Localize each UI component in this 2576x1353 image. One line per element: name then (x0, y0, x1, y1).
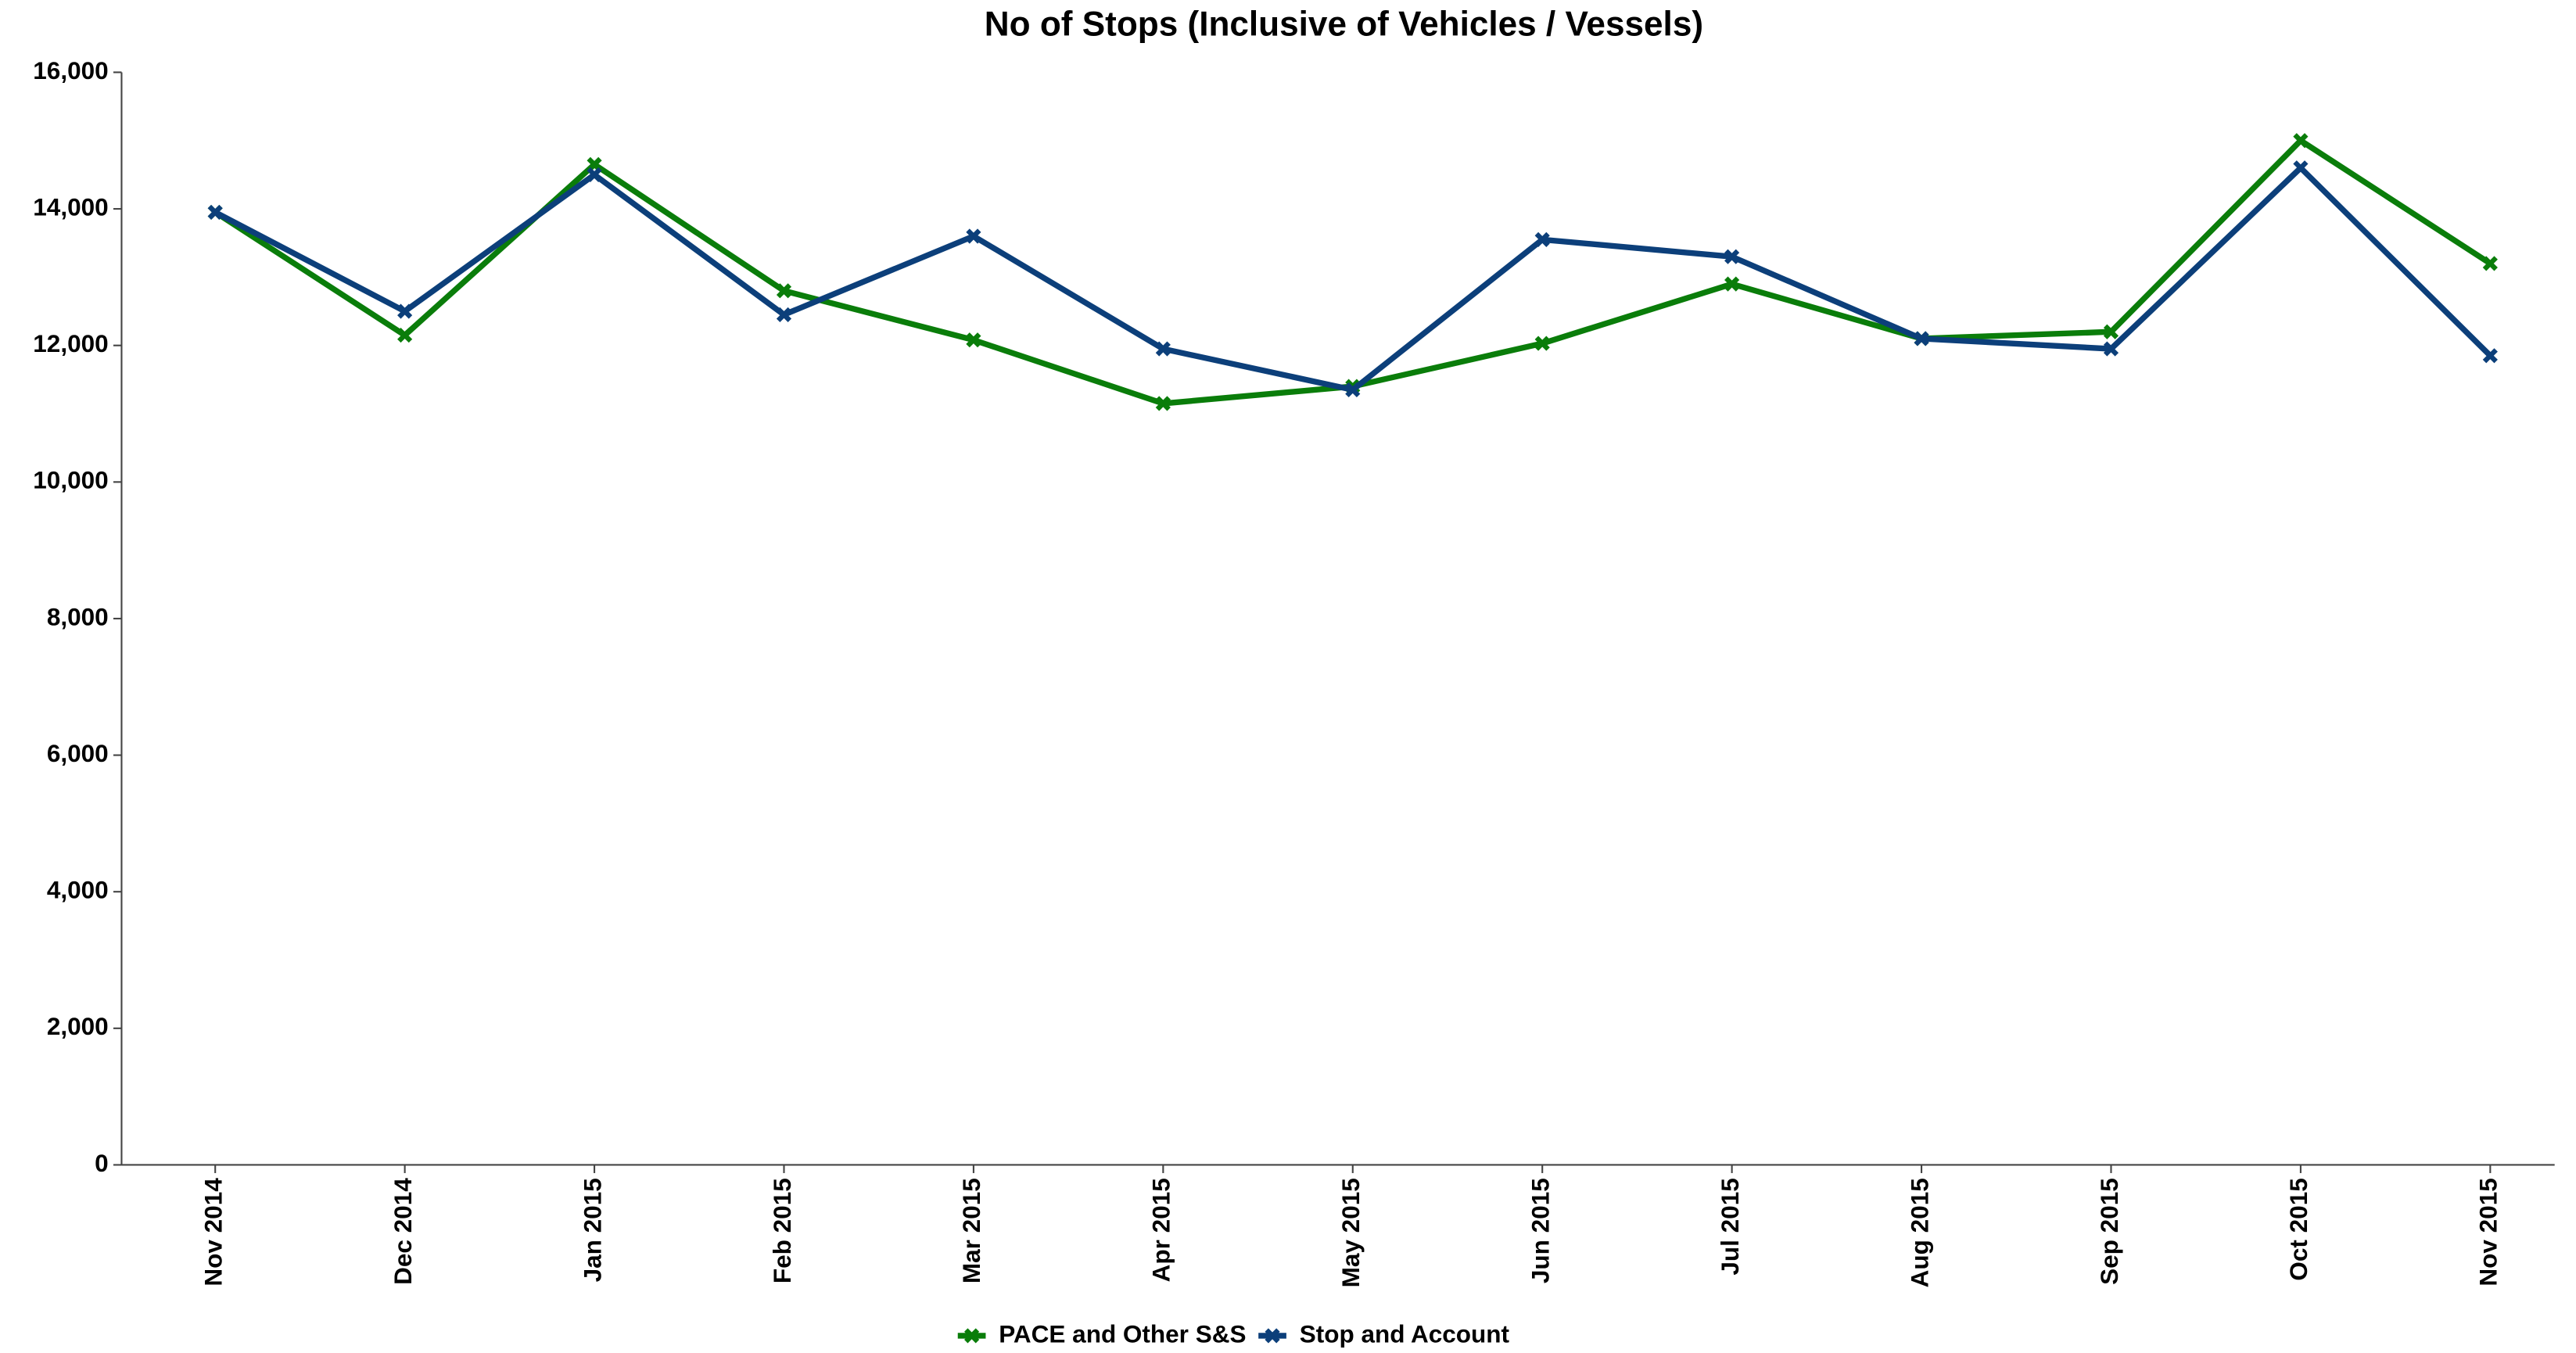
y-tick-label: 10,000 (33, 466, 108, 494)
data-point (397, 303, 413, 319)
data-point (2293, 133, 2309, 149)
x-tick-label: Jan 2015 (578, 1178, 606, 1282)
legend-label: Stop and Account (1300, 1319, 1510, 1348)
x-tick-label: Dec 2014 (389, 1178, 417, 1285)
x-tick-label: Jul 2015 (1716, 1178, 1744, 1275)
data-point (1724, 276, 1740, 292)
data-point (2103, 341, 2119, 357)
data-point (1724, 249, 1740, 264)
x-tick-label: Feb 2015 (768, 1178, 796, 1283)
legend-label: PACE and Other S&S (999, 1319, 1246, 1348)
y-tick-label: 0 (95, 1149, 109, 1177)
x-tick-label: Mar 2015 (957, 1178, 985, 1283)
data-point (1345, 382, 1361, 398)
data-point (2482, 348, 2498, 364)
y-tick-label: 14,000 (33, 192, 108, 221)
x-tick-label: Oct 2015 (2284, 1178, 2312, 1280)
data-point (2482, 256, 2498, 271)
x-tick-label: Nov 2014 (199, 1178, 228, 1287)
y-tick-label: 16,000 (33, 56, 108, 84)
y-tick-label: 2,000 (47, 1012, 109, 1040)
y-tick-label: 8,000 (47, 602, 109, 630)
x-tick-label: Sep 2015 (2095, 1178, 2123, 1285)
series-line (213, 138, 2492, 407)
data-point (1155, 341, 1171, 357)
legend-marker (964, 1328, 980, 1344)
x-tick-label: Jun 2015 (1527, 1178, 1555, 1283)
data-point (1155, 396, 1171, 411)
chart-title: No of Stops (Inclusive of Vehicles / Ves… (985, 5, 1703, 43)
x-tick-label: May 2015 (1336, 1178, 1365, 1287)
series-line (213, 165, 2492, 393)
y-tick-label: 12,000 (33, 329, 108, 357)
data-point (1534, 231, 1550, 247)
legend-marker (1265, 1328, 1280, 1344)
data-point (1534, 336, 1550, 351)
x-tick-label: Nov 2015 (2474, 1178, 2502, 1286)
x-tick-label: Aug 2015 (1905, 1178, 1933, 1287)
x-tick-label: Apr 2015 (1147, 1178, 1175, 1282)
data-point (966, 332, 981, 348)
y-tick-label: 4,000 (47, 876, 109, 904)
data-point (776, 307, 792, 322)
data-point (776, 283, 792, 299)
data-point (587, 167, 602, 182)
data-point (2103, 324, 2119, 339)
data-point (207, 204, 223, 221)
data-point (966, 228, 981, 244)
data-point (1914, 331, 1929, 346)
data-point (397, 328, 413, 343)
data-point (2293, 160, 2309, 176)
y-tick-label: 6,000 (47, 739, 109, 767)
